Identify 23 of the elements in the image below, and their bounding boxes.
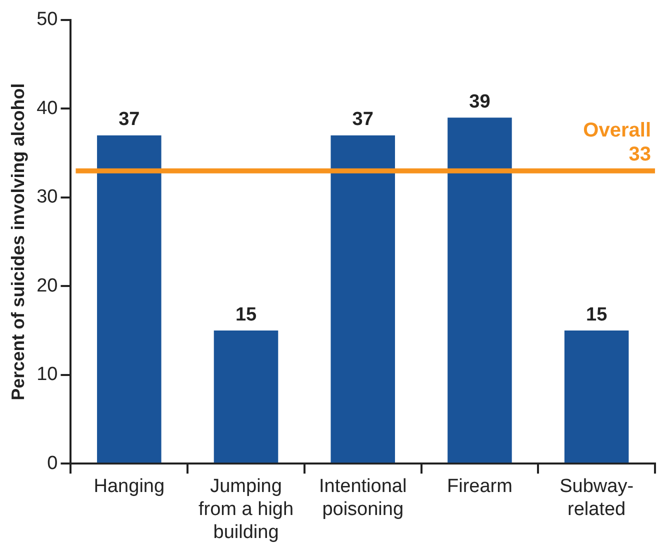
y-tick-label: 20: [36, 275, 58, 296]
bar: [564, 330, 629, 463]
y-tick-label: 30: [36, 186, 58, 208]
x-tick-label: Subway-related: [560, 476, 634, 520]
ref-line-label: Overall 33: [583, 119, 651, 166]
y-tick-label: 10: [36, 364, 58, 386]
data-label: 39: [469, 91, 490, 112]
x-tick-label: Jumping from a high building: [198, 476, 294, 543]
x-tick-label: Firearm: [446, 476, 512, 498]
bar: [97, 135, 162, 463]
y-tick-label: 40: [36, 98, 58, 119]
bar: [330, 135, 395, 463]
data-label: 37: [352, 109, 374, 130]
x-tick-label: Hanging: [94, 476, 165, 498]
data-label: 15: [586, 304, 608, 326]
x-tick-label: Intentional poisoning: [319, 476, 407, 520]
y-tick-label: 50: [36, 9, 58, 30]
bar: [214, 330, 278, 463]
y-axis-title: Percent of suicides involving alcohol: [8, 83, 28, 400]
bar: [448, 118, 512, 463]
y-tick-label: 0: [47, 452, 58, 474]
data-label: 37: [118, 109, 140, 130]
data-label: 15: [235, 304, 258, 326]
